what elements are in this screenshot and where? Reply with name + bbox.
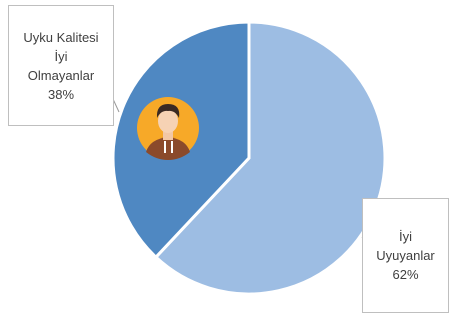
chart: Uyku Kalitesi İyi Olmayanlar 38% İyi Uyu… <box>0 0 453 315</box>
value-label: 62% <box>392 265 418 284</box>
data-label-box: İyi Uyuyanlar 62% <box>362 198 449 313</box>
category-label: İyi Uyuyanlar <box>374 227 438 265</box>
category-label: Uyku Kalitesi İyi Olmayanlar <box>23 28 99 85</box>
data-label-box: Uyku Kalitesi İyi Olmayanlar 38% <box>8 5 114 126</box>
value-label: 38% <box>48 85 74 104</box>
